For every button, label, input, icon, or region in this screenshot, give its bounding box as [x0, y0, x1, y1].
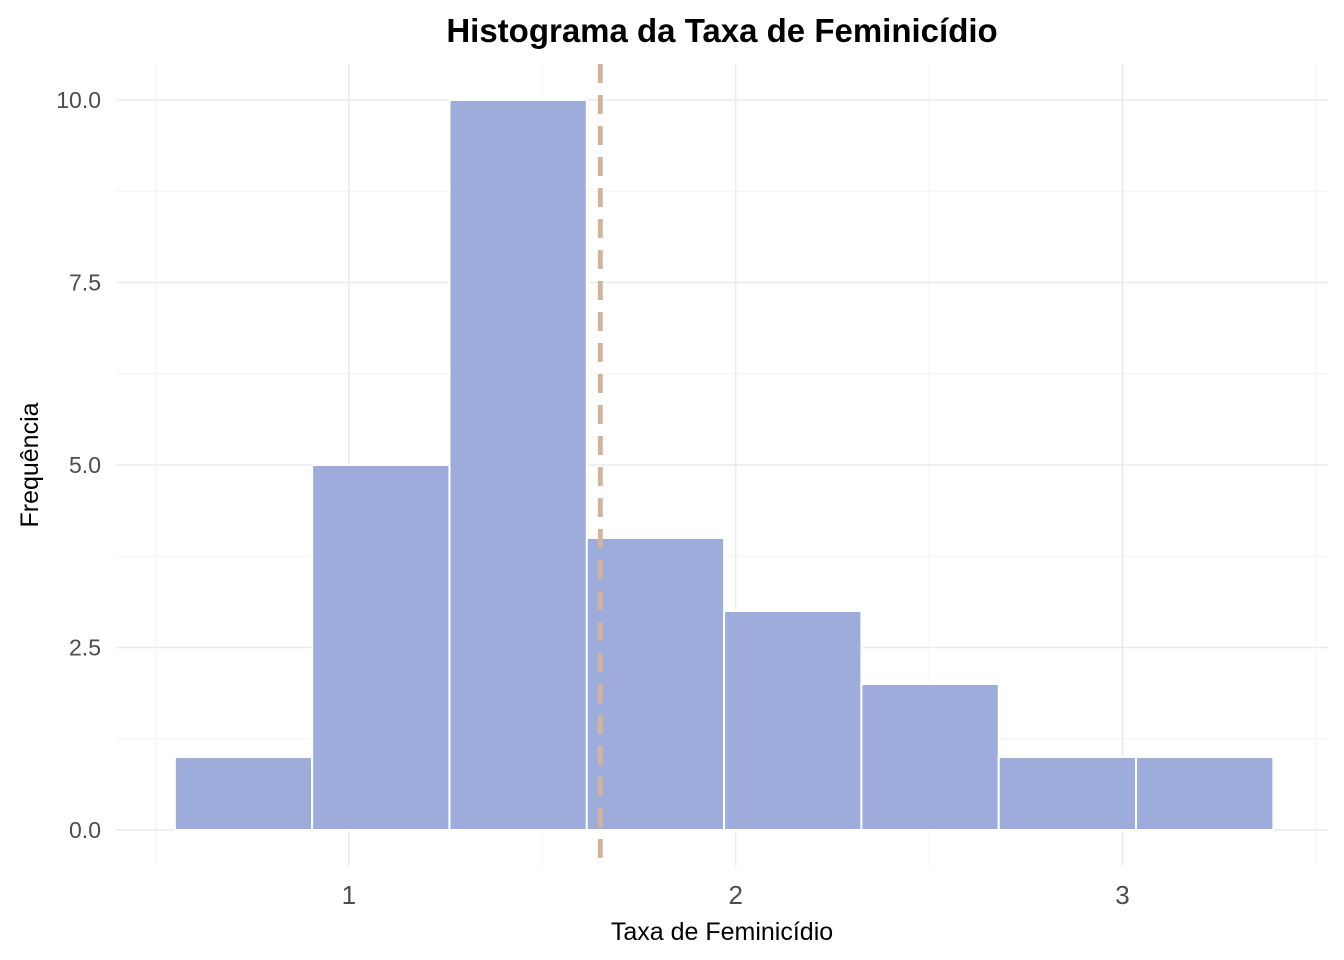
histogram-bar [860, 683, 1000, 831]
y-tick-label: 5.0 [69, 452, 101, 478]
x-tick-label: 1 [342, 880, 356, 910]
y-tick-label: 10.0 [56, 87, 101, 113]
histogram-bar [173, 756, 314, 831]
x-tick-label: 3 [1115, 880, 1129, 910]
y-tick-label: 2.5 [69, 635, 101, 661]
y-tick-label: 7.5 [69, 270, 101, 296]
histogram-bar [1135, 756, 1275, 831]
x-axis-title: Taxa de Feminicídio [611, 918, 833, 946]
histogram-bars [173, 99, 1275, 831]
x-axis-ticks: 1 2 3 [342, 880, 1130, 910]
y-axis-ticks: 0.0 2.5 5.0 7.5 10.0 [56, 87, 101, 843]
histogram-bar [723, 610, 863, 831]
y-axis-title: Frequência [16, 402, 44, 527]
histogram-bar [448, 99, 588, 831]
histogram-bar [585, 537, 726, 831]
chart-title: Histograma da Taxa de Feminicídio [446, 12, 997, 49]
histogram-bar [311, 464, 451, 831]
histogram-bar [997, 756, 1138, 831]
x-tick-label: 2 [728, 880, 742, 910]
y-tick-label: 0.0 [69, 817, 101, 843]
